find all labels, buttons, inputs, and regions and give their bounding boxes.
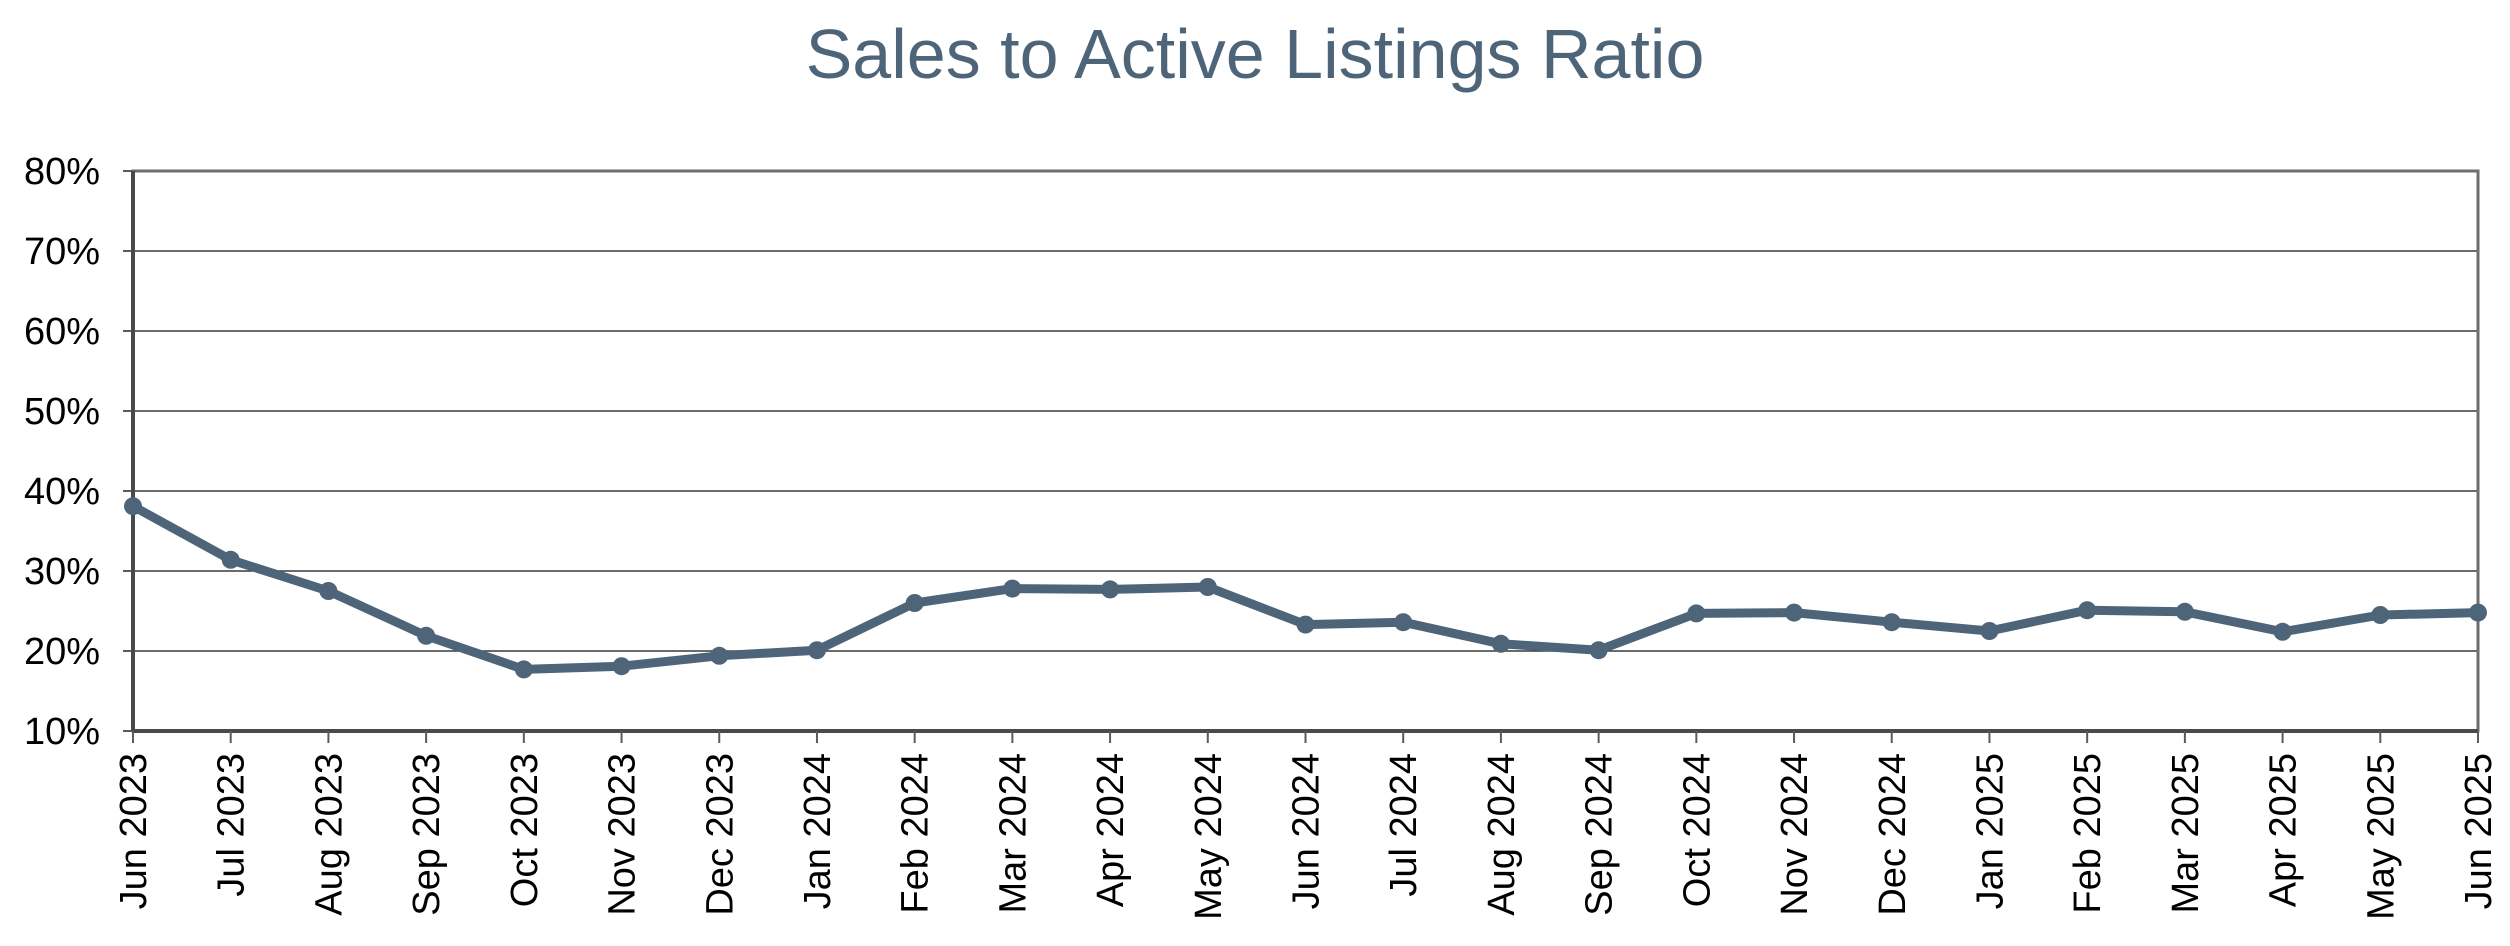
x-tick-label: Jul 2023 (211, 753, 253, 897)
data-point (1785, 603, 1804, 622)
data-point (417, 626, 436, 645)
data-point (2175, 602, 2194, 621)
y-tick-label: 80% (24, 151, 100, 193)
data-point (319, 582, 338, 600)
x-tick-label: Apr 2024 (1090, 753, 1132, 907)
x-tick-label: Sep 2023 (406, 753, 448, 916)
x-tick-label: Aug 2023 (308, 753, 350, 916)
data-point (1882, 613, 1901, 632)
data-point (1687, 604, 1706, 623)
data-point (1003, 579, 1022, 598)
y-tick-label: 10% (24, 711, 100, 753)
data-point (124, 497, 142, 516)
x-tick-label: Dec 2024 (1872, 753, 1914, 916)
y-axis-tick-labels: 10% 20% 30% 40% 50% 60% 70% 80% (24, 151, 100, 753)
plot-frame (131, 169, 2480, 733)
y-tick-label: 50% (24, 391, 100, 433)
x-tick-label: Oct 2023 (504, 753, 546, 907)
x-tick-label: Jun 2025 (2458, 753, 2500, 909)
data-point (2078, 601, 2097, 620)
x-tick-label: Oct 2024 (1676, 753, 1718, 907)
x-tick-label: Mar 2024 (992, 753, 1034, 914)
data-point (2273, 622, 2292, 641)
data-point (1394, 613, 1413, 632)
data-point (2469, 603, 2487, 622)
gridlines (133, 250, 2478, 652)
x-tick-label: Dec 2023 (699, 753, 741, 916)
x-tick-label: Sep 2024 (1579, 753, 1621, 916)
x-tick-label: Aug 2024 (1481, 753, 1523, 916)
x-tick-label: Feb 2024 (895, 753, 937, 914)
x-tick-label: May 2024 (1188, 753, 1230, 920)
data-point (221, 550, 240, 569)
data-point (710, 646, 729, 665)
x-tick-label: Jul 2024 (1383, 753, 1425, 897)
x-tick-label: Jun 2023 (113, 753, 155, 909)
data-point (905, 594, 924, 612)
data-point (1980, 622, 1999, 640)
y-tick-label: 40% (24, 471, 100, 513)
data-point (1101, 580, 1120, 599)
x-tick-label: Feb 2025 (2067, 753, 2109, 914)
series-line (128, 501, 2483, 674)
data-point (1198, 578, 1217, 596)
x-tick-label: Jan 2024 (797, 753, 839, 909)
series-layer (124, 497, 2487, 679)
x-tick-label: May 2025 (2360, 753, 2402, 920)
x-tick-label: Nov 2024 (1774, 753, 1816, 916)
x-axis-tick-labels: Jun 2023 Jul 2023 Aug 2023 Sep 2023 Oct 2023… (113, 753, 2500, 920)
x-tick-label: Mar 2025 (2165, 753, 2207, 914)
y-tick-label: 20% (24, 631, 100, 673)
x-tick-label: Nov 2023 (602, 753, 644, 916)
data-point (807, 641, 826, 660)
x-tick-label: Apr 2025 (2263, 753, 2305, 907)
data-point (612, 657, 631, 676)
y-tick-label: 70% (24, 231, 100, 273)
y-tick-label: 60% (24, 311, 100, 353)
x-tick-label: Jan 2025 (1969, 753, 2011, 909)
data-point (1589, 641, 1608, 660)
data-point (1491, 634, 1510, 653)
y-tick-label: 30% (24, 551, 100, 593)
data-point (2371, 606, 2390, 624)
chart-title: Sales to Active Listings Ratio (805, 15, 1705, 93)
data-point (1296, 615, 1315, 634)
data-point (514, 660, 533, 679)
x-tick-label: Jun 2024 (1286, 753, 1328, 909)
axes (123, 169, 2480, 743)
